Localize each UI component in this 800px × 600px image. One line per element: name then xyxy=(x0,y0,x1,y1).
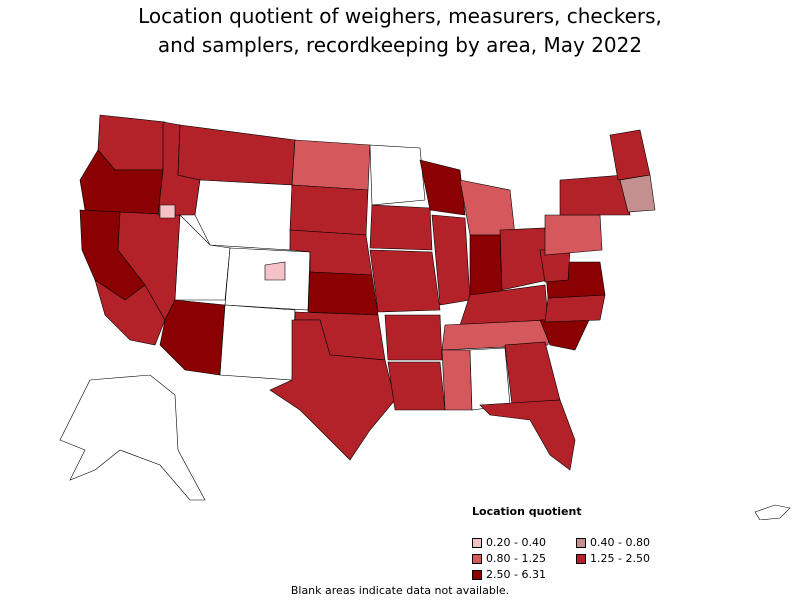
region-kansas xyxy=(307,271,379,316)
region-maine xyxy=(609,129,651,181)
region-arkansas xyxy=(384,314,443,361)
legend-item-0-20-0-40: 0.20 - 0.40 xyxy=(472,536,576,549)
legend-swatch xyxy=(576,553,586,564)
region-new-york xyxy=(559,174,631,216)
legend-swatch xyxy=(472,553,482,564)
region-montana xyxy=(177,124,296,186)
region-wisconsin xyxy=(419,159,466,216)
contiguous-us xyxy=(79,114,656,471)
legend-label: 0.80 - 1.25 xyxy=(486,552,546,565)
region-alabama xyxy=(469,347,511,411)
region-georgia xyxy=(504,341,561,406)
region-pennsylvania xyxy=(544,214,603,256)
map-legend: Location quotient 0.20 - 0.40 0.40 - 0.8… xyxy=(472,505,722,581)
region-indiana xyxy=(469,234,503,301)
region-north-carolina xyxy=(544,294,606,323)
region-ohio xyxy=(499,227,549,291)
map-title: Location quotient of weighers, measurers… xyxy=(0,2,800,60)
legend-label: 2.50 - 6.31 xyxy=(486,568,546,581)
legend-label: 0.40 - 0.80 xyxy=(590,536,650,549)
region-mississippi xyxy=(441,349,473,411)
region-south-dakota xyxy=(289,184,369,236)
region-north-dakota xyxy=(291,139,371,191)
legend-swatch xyxy=(472,537,482,548)
legend-items: 0.20 - 0.40 0.40 - 0.80 0.80 - 1.25 1.25… xyxy=(472,536,722,581)
map-title-line-2: and samplers, recordkeeping by area, May… xyxy=(157,33,643,57)
region-texas xyxy=(269,319,396,461)
legend-label: 1.25 - 2.50 xyxy=(590,552,650,565)
region-florida xyxy=(479,399,576,471)
region-michigan xyxy=(459,179,516,236)
region-colorado-small xyxy=(264,261,286,281)
region-hawaii xyxy=(754,504,791,520)
region-missouri xyxy=(369,249,441,313)
region-new-mexico xyxy=(219,304,296,381)
legend-item-1-25-2-50: 1.25 - 2.50 xyxy=(576,552,680,565)
legend-item-2-50-6-31: 2.50 - 6.31 xyxy=(472,568,576,581)
alaska xyxy=(59,374,206,501)
map-title-line-1: Location quotient of weighers, measurers… xyxy=(138,4,662,28)
region-california-south xyxy=(94,279,166,346)
hawaii xyxy=(754,504,791,520)
blank-areas-note: Blank areas indicate data not available. xyxy=(290,584,510,597)
region-minnesota xyxy=(369,144,426,206)
legend-swatch xyxy=(472,569,482,580)
region-idaho-small xyxy=(159,204,176,219)
legend-swatch xyxy=(576,537,586,548)
us-choropleth-map xyxy=(59,114,791,520)
region-tennessee xyxy=(441,319,551,351)
region-alaska xyxy=(59,374,206,501)
region-louisiana xyxy=(387,361,446,411)
region-west-virginia xyxy=(539,249,571,283)
legend-title: Location quotient xyxy=(472,505,582,518)
legend-item-0-80-1-25: 0.80 - 1.25 xyxy=(472,552,576,565)
region-arizona xyxy=(159,299,226,376)
region-iowa xyxy=(369,204,433,251)
legend-item-0-40-0-80: 0.40 - 0.80 xyxy=(576,536,680,549)
region-wyoming xyxy=(194,179,293,251)
legend-label: 0.20 - 0.40 xyxy=(486,536,546,549)
